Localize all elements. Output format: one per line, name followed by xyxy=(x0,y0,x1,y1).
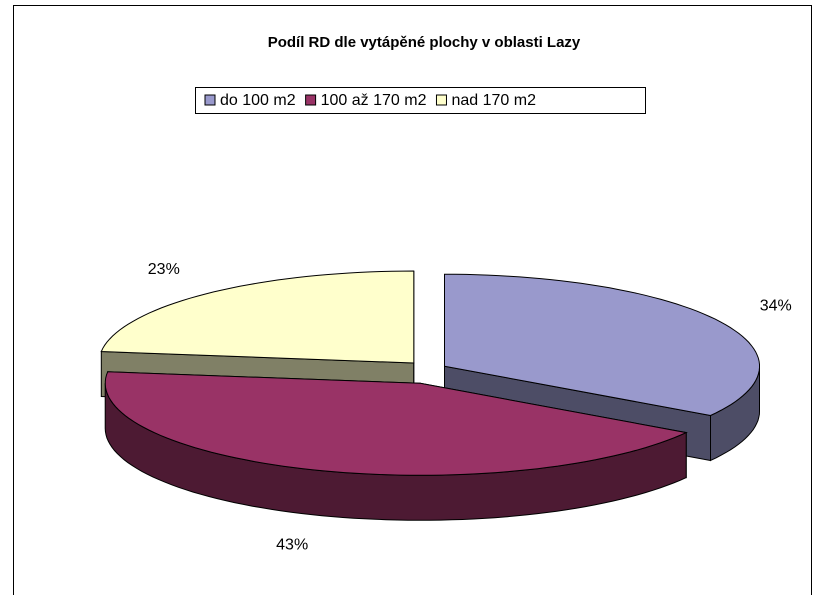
legend-swatch xyxy=(305,94,317,106)
chart-title: Podíl RD dle vytápěné plochy v oblasti L… xyxy=(268,34,581,51)
legend-swatch xyxy=(204,94,216,106)
pie: 34% 43% 23% xyxy=(100,261,792,553)
legend-label: do 100 m2 xyxy=(220,92,296,109)
slice xyxy=(100,270,415,364)
legend: do 100 m2 100 až 170 m2 nad 170 m2 xyxy=(204,92,536,109)
data-label: 34% xyxy=(760,298,792,315)
legend-label: nad 170 m2 xyxy=(451,92,536,109)
data-label: 23% xyxy=(148,261,180,278)
data-label: 43% xyxy=(276,536,308,553)
slice xyxy=(444,273,760,417)
legend-swatch xyxy=(435,94,447,106)
legend-label: 100 až 170 m2 xyxy=(321,92,427,109)
legend-box xyxy=(195,87,646,114)
slice xyxy=(104,371,688,476)
